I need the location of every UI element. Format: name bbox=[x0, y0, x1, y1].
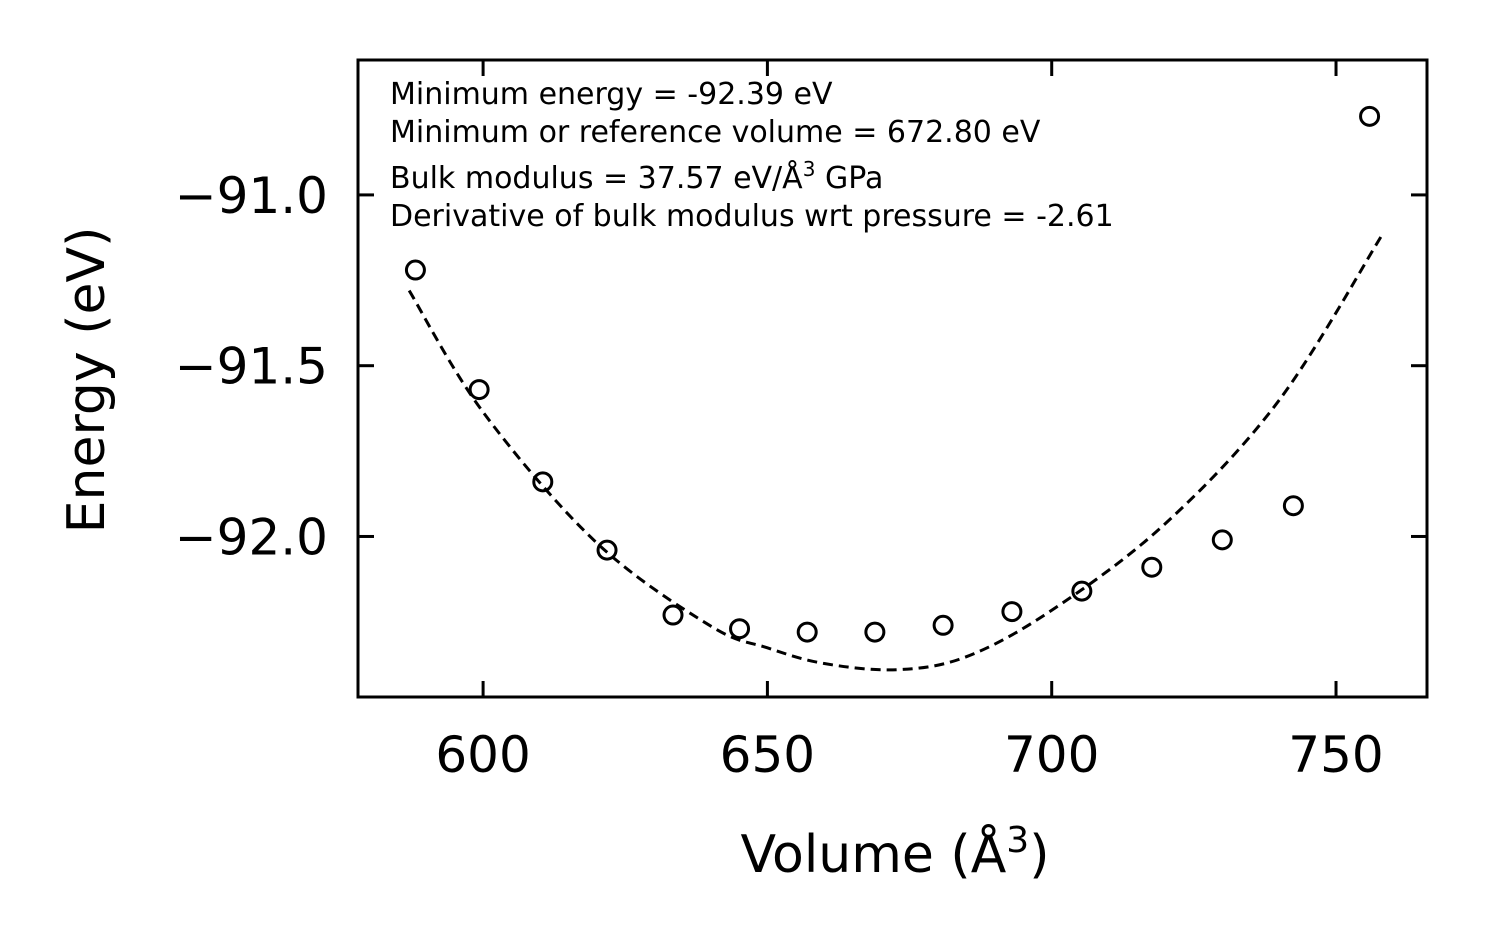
data-point bbox=[864, 621, 886, 643]
annotation-bulk-modulus: Bulk modulus = 37.57 eV/Å3 GPa bbox=[390, 157, 883, 196]
data-point bbox=[1282, 495, 1304, 517]
axes-frame bbox=[356, 58, 1429, 699]
data-point bbox=[532, 471, 554, 493]
axis-ticks bbox=[358, 60, 1427, 697]
x-axis-label-text: Volume (Å bbox=[741, 823, 1007, 885]
annotation-bulk-modulus-text: Bulk modulus = 37.57 eV/Å bbox=[390, 160, 803, 196]
data-point bbox=[729, 618, 751, 640]
annotation-bulk-modulus-unit: GPa bbox=[815, 161, 883, 196]
data-point bbox=[1211, 529, 1233, 551]
data-point bbox=[1001, 601, 1023, 623]
data-point bbox=[662, 604, 684, 626]
data-point bbox=[404, 259, 426, 281]
y-tick-label: −91.0 bbox=[175, 167, 328, 225]
x-axis-label-close: ) bbox=[1029, 825, 1049, 885]
data-point bbox=[468, 379, 490, 401]
x-tick-label: 750 bbox=[1288, 726, 1383, 784]
x-tick-label: 650 bbox=[720, 726, 815, 784]
annotation-bulk-derivative: Derivative of bulk modulus wrt pressure … bbox=[390, 199, 1114, 234]
data-point bbox=[932, 614, 954, 636]
data-point bbox=[1359, 105, 1381, 127]
annotation-min-volume: Minimum or reference volume = 672.80 eV bbox=[390, 115, 1041, 150]
data-point bbox=[796, 621, 818, 643]
data-point bbox=[1071, 580, 1093, 602]
x-tick-label: 600 bbox=[435, 726, 530, 784]
x-axis-label: Volume (Å3) bbox=[741, 820, 1050, 885]
x-tick-label: 700 bbox=[1004, 726, 1099, 784]
fit-annotations: Minimum energy = -92.39 eV Minimum or re… bbox=[390, 77, 1114, 234]
y-tick-label: −92.0 bbox=[175, 508, 328, 566]
fit-curve bbox=[407, 235, 1383, 672]
data-point bbox=[596, 539, 618, 561]
tick-labels: 600 650 700 750 −92.0 −91.5 −91.0 bbox=[175, 167, 1384, 784]
annotation-bulk-modulus-sup: 3 bbox=[803, 157, 816, 181]
data-points bbox=[404, 105, 1381, 643]
y-axis-label: Energy (eV) bbox=[57, 227, 117, 534]
x-axis-label-sup: 3 bbox=[1006, 820, 1029, 861]
y-tick-label: −91.5 bbox=[175, 338, 328, 396]
annotation-min-energy: Minimum energy = -92.39 eV bbox=[390, 77, 833, 112]
data-point bbox=[1141, 556, 1163, 578]
